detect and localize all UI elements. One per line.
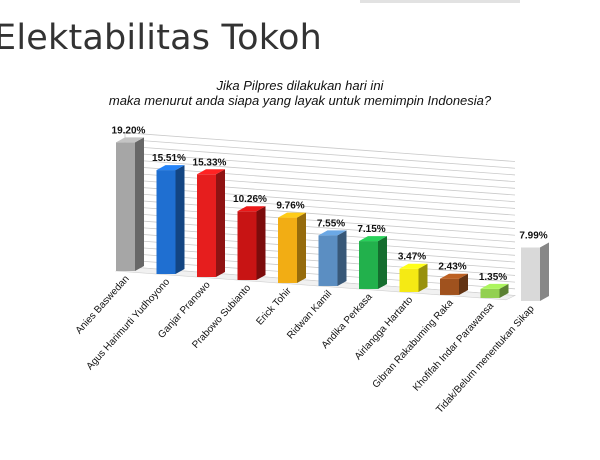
- bar-front-face: [440, 278, 459, 295]
- bar-top-face: [278, 212, 306, 218]
- bar-front-face: [237, 211, 257, 280]
- bar-side-face: [135, 137, 144, 271]
- bar-top-face: [480, 283, 509, 289]
- bar: [237, 206, 266, 280]
- category-label: Khofifah Indar Parawansa: [411, 300, 496, 393]
- bar-top-face: [197, 169, 225, 175]
- value-label: 19.20%: [112, 125, 146, 136]
- category-label: Erick Tohir: [254, 285, 294, 327]
- bar-front-face: [318, 235, 338, 286]
- bar: [156, 165, 185, 274]
- bar-front-face: [197, 174, 216, 277]
- bar-side-face: [175, 165, 185, 274]
- gridline: [124, 152, 516, 183]
- gridline: [124, 179, 516, 209]
- bar-side-face: [337, 230, 347, 286]
- gridline: [124, 172, 516, 203]
- value-label: 15.33%: [193, 157, 227, 168]
- bar: [278, 212, 306, 283]
- value-label: 1.35%: [479, 272, 507, 283]
- bar-top-face: [156, 165, 185, 171]
- bar-front-face: [399, 268, 419, 292]
- category-label: Gibran Rakabuming Raka: [371, 297, 456, 390]
- bar-side-face: [256, 206, 266, 280]
- bar-front-face: [116, 142, 135, 271]
- gridline: [124, 199, 516, 229]
- gridline: [124, 212, 516, 243]
- bar-front-face: [156, 170, 176, 274]
- value-label: 7.15%: [357, 224, 385, 235]
- value-label: 15.51%: [152, 153, 186, 164]
- question-line-1: Jika Pilpres dilakukan hari ini: [216, 78, 384, 93]
- bar-top-face: [318, 230, 347, 236]
- bar-front-face: [521, 247, 540, 301]
- bar-side-face: [216, 169, 225, 277]
- bar: [318, 230, 347, 286]
- bar-side-face: [499, 283, 509, 298]
- gridline: [124, 159, 516, 189]
- bar: [399, 263, 428, 292]
- gridline: [124, 192, 516, 223]
- chart-bars: [116, 137, 549, 301]
- value-label: 9.76%: [276, 201, 304, 212]
- category-label: Agus Harimurti Yudhoyono: [85, 276, 173, 372]
- bar-top-face: [440, 273, 468, 279]
- value-label: 7.55%: [317, 218, 345, 229]
- gridline: [124, 132, 516, 162]
- category-label: Ridwan Kamil: [285, 289, 334, 342]
- bar-top-face: [521, 242, 549, 248]
- bar-top-face: [359, 236, 387, 242]
- bar-top-face: [399, 263, 428, 269]
- bar-side-face: [378, 236, 387, 289]
- value-label: 10.26%: [233, 194, 267, 205]
- bar-front-face: [359, 241, 378, 289]
- bar-side-face: [297, 212, 306, 283]
- bar: [440, 273, 468, 295]
- slide-title: Elektabilitas Tokoh: [0, 18, 322, 58]
- gridline: [124, 185, 516, 216]
- gridline: [124, 165, 516, 196]
- bar: [521, 242, 549, 301]
- gridline: [124, 138, 516, 169]
- bar-front-face: [278, 217, 297, 283]
- value-label: 7.99%: [519, 230, 547, 241]
- bar-front-face: [480, 288, 500, 298]
- top-decoration-strip: [360, 0, 520, 3]
- bar-top-face: [116, 137, 144, 143]
- value-label: 3.47%: [398, 252, 426, 263]
- bar: [197, 169, 225, 277]
- gridline: [124, 205, 516, 236]
- gridline: [124, 219, 516, 250]
- question-line-2: maka menurut anda siapa yang layak untuk…: [108, 93, 492, 108]
- bar-side-face: [540, 242, 549, 301]
- bar-top-face: [237, 206, 266, 212]
- bar: [480, 283, 509, 298]
- bar-side-face: [459, 273, 468, 295]
- bar-side-face: [418, 263, 428, 292]
- bar: [116, 137, 144, 271]
- value-label: 2.43%: [438, 262, 466, 273]
- bar: [359, 236, 387, 289]
- gridline: [124, 145, 516, 176]
- chart-value-labels: 19.20% 15.51% 15.33% 10.26% 9.76% 7.55% 7.15% 3…: [112, 125, 548, 283]
